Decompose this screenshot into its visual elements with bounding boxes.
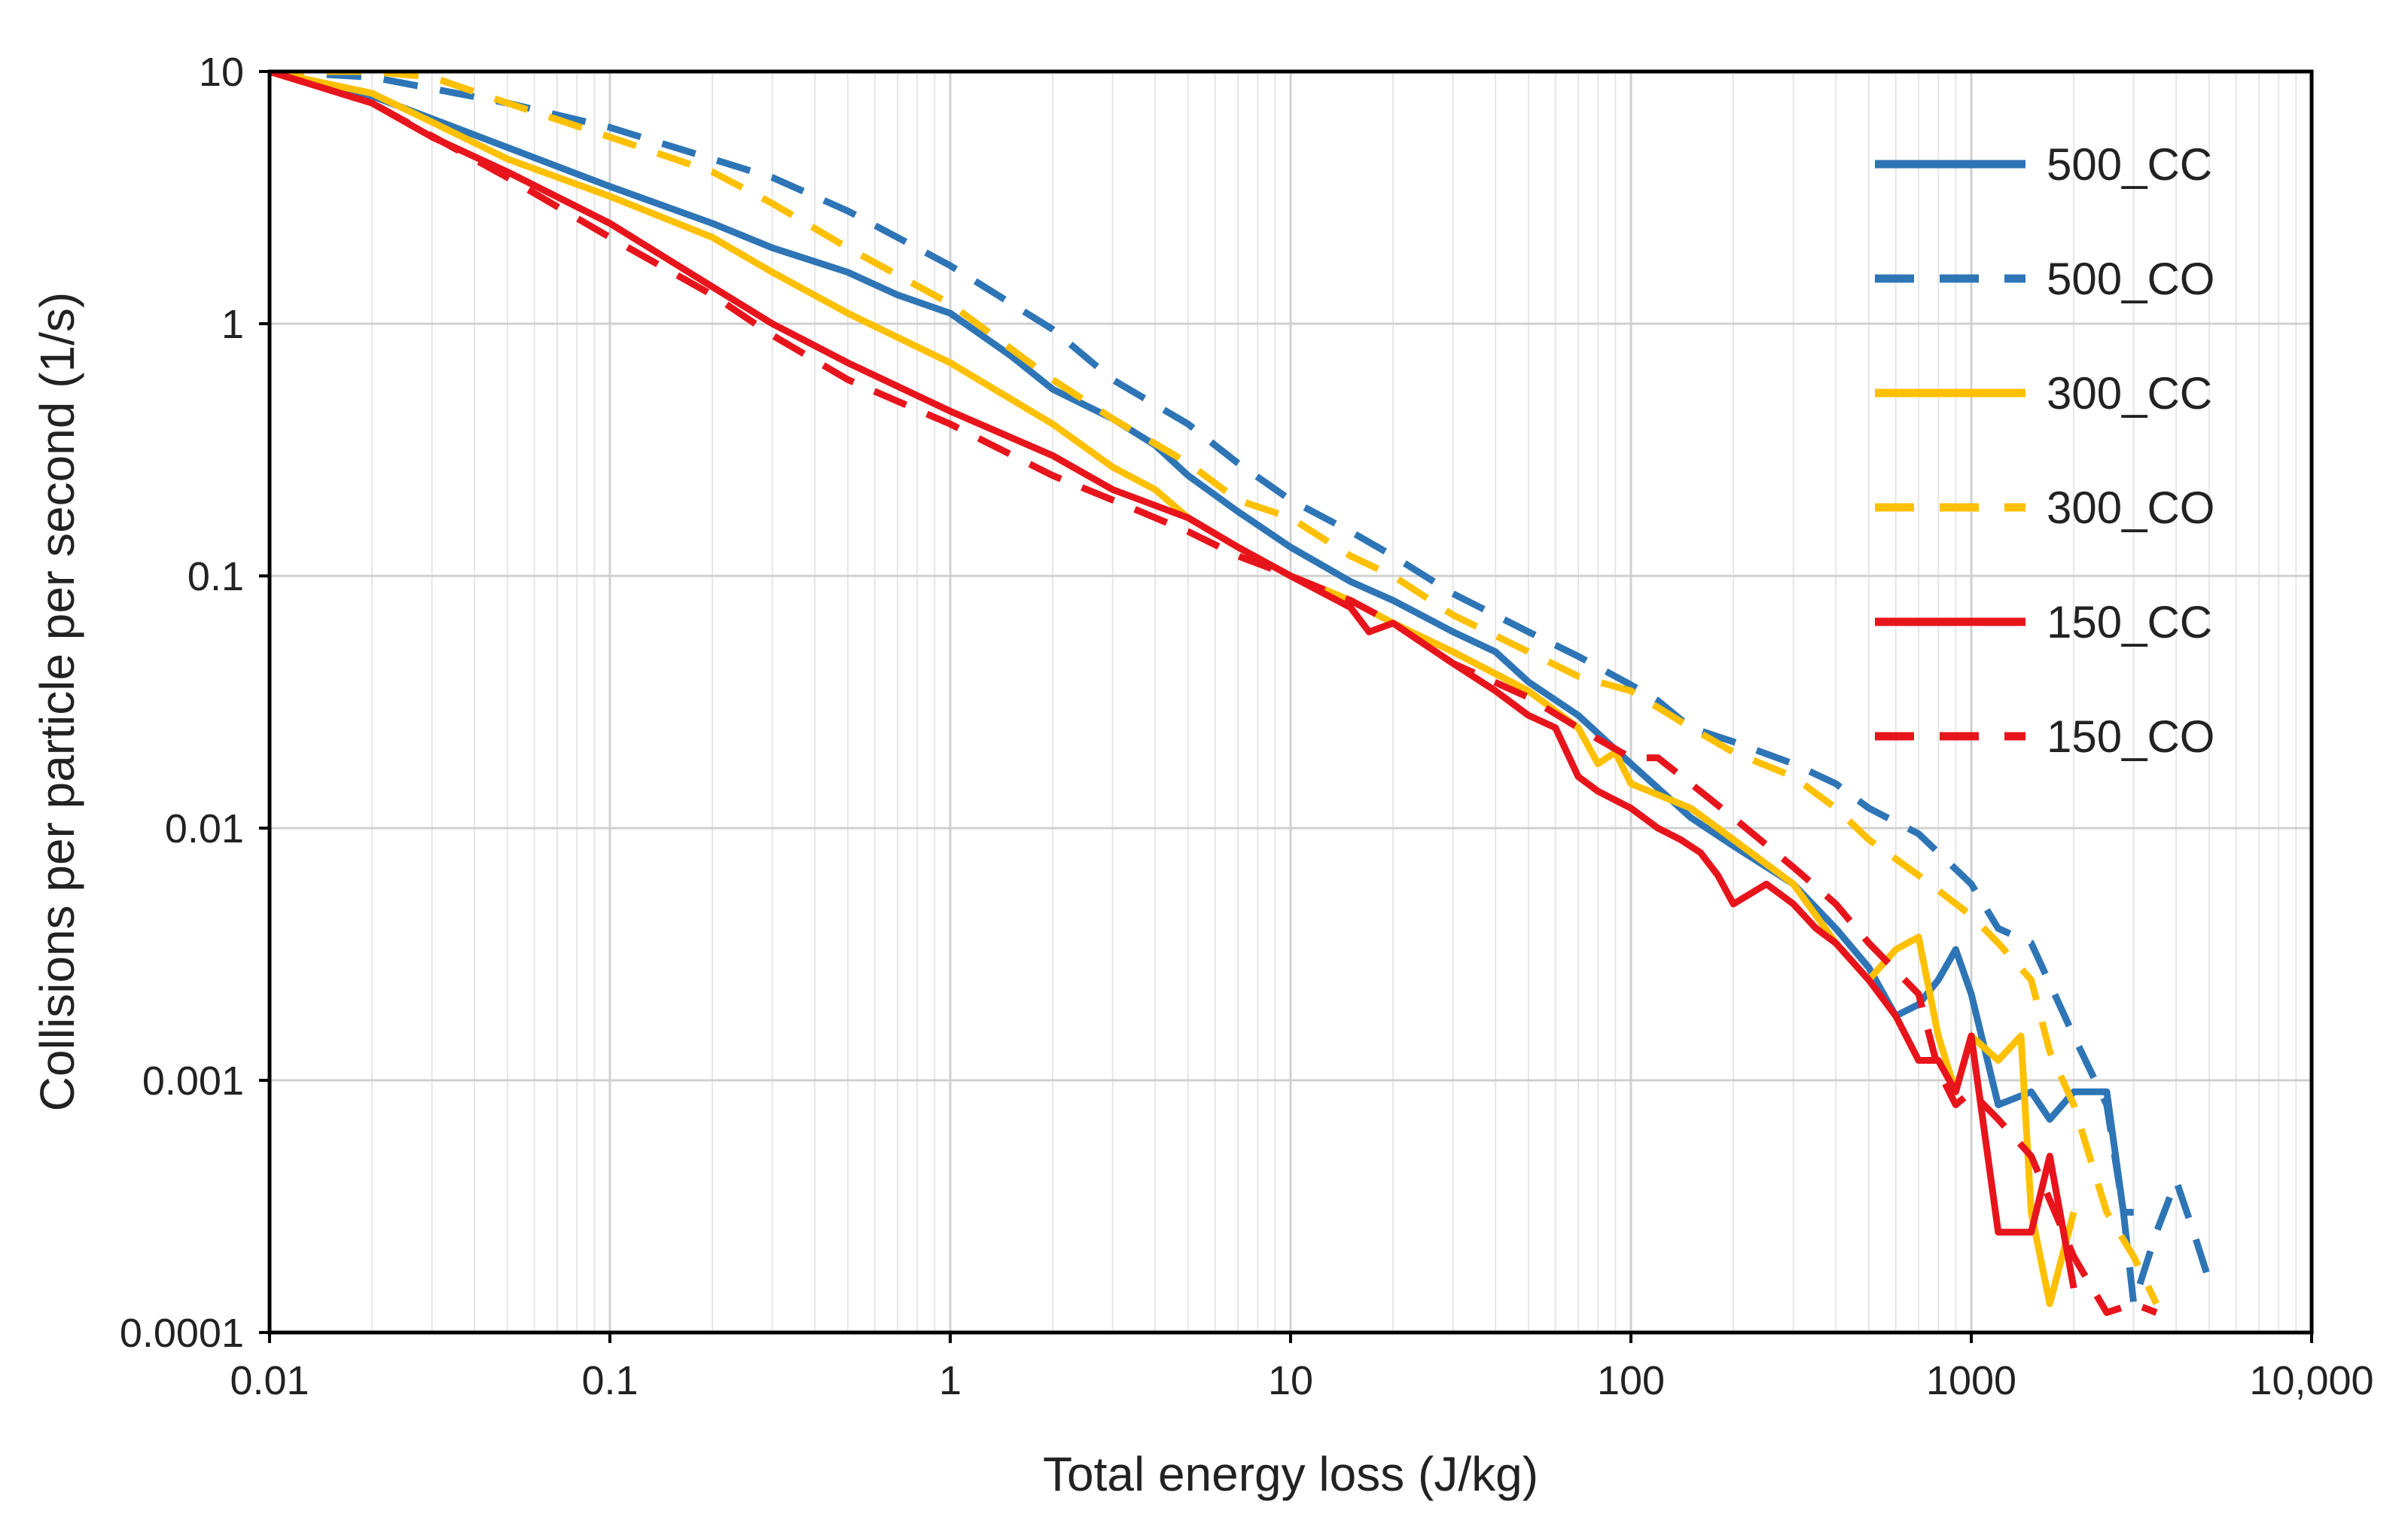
- y-tick-label: 1: [221, 302, 244, 347]
- legend-150-co-label: 150_CO: [2047, 711, 2214, 762]
- legend-500-cc-label: 500_CC: [2047, 139, 2212, 190]
- x-axis-ticks: 0.01 0.1 1 10 100 1000 10,000: [230, 1333, 2374, 1403]
- x-tick-label: 0.01: [230, 1358, 309, 1403]
- x-tick-label: 1000: [1926, 1358, 2016, 1403]
- y-tick-label: 10: [199, 50, 244, 95]
- series-group: [270, 72, 2213, 1316]
- x-tick-label: 100: [1597, 1358, 1665, 1403]
- legend-300-co-label: 300_CO: [2047, 483, 2214, 533]
- series-line-500-cc: [270, 72, 2134, 1216]
- y-tick-label: 0.001: [142, 1058, 244, 1104]
- series-line-150-cc: [270, 72, 2077, 1289]
- series-line-500-co: [270, 72, 2213, 1308]
- x-tick-label: 10,000: [2249, 1358, 2373, 1403]
- legend: 500_CC 500_CO 300_CC 300_CO 150_CC 150_CO: [1875, 139, 2214, 762]
- legend-150-cc-label: 150_CC: [2047, 597, 2212, 647]
- grid: [268, 70, 2313, 1334]
- y-tick-label: 0.1: [187, 554, 244, 599]
- y-tick-label: 0.01: [165, 806, 244, 851]
- y-tick-label: 0.0001: [120, 1311, 244, 1356]
- x-axis-title: Total energy loss (J/kg): [1043, 1447, 1538, 1501]
- x-tick-label: 1: [939, 1358, 962, 1403]
- legend-500-co-label: 500_CO: [2047, 254, 2214, 304]
- y-axis-ticks: 0.0001 0.001 0.01 0.1 1 10: [120, 50, 270, 1356]
- x-tick-label: 10: [1268, 1358, 1313, 1403]
- y-axis-title: Collisions per particle per second (1/s): [30, 292, 84, 1111]
- legend-300-cc-label: 300_CC: [2047, 368, 2212, 419]
- x-tick-label: 0.1: [581, 1358, 638, 1403]
